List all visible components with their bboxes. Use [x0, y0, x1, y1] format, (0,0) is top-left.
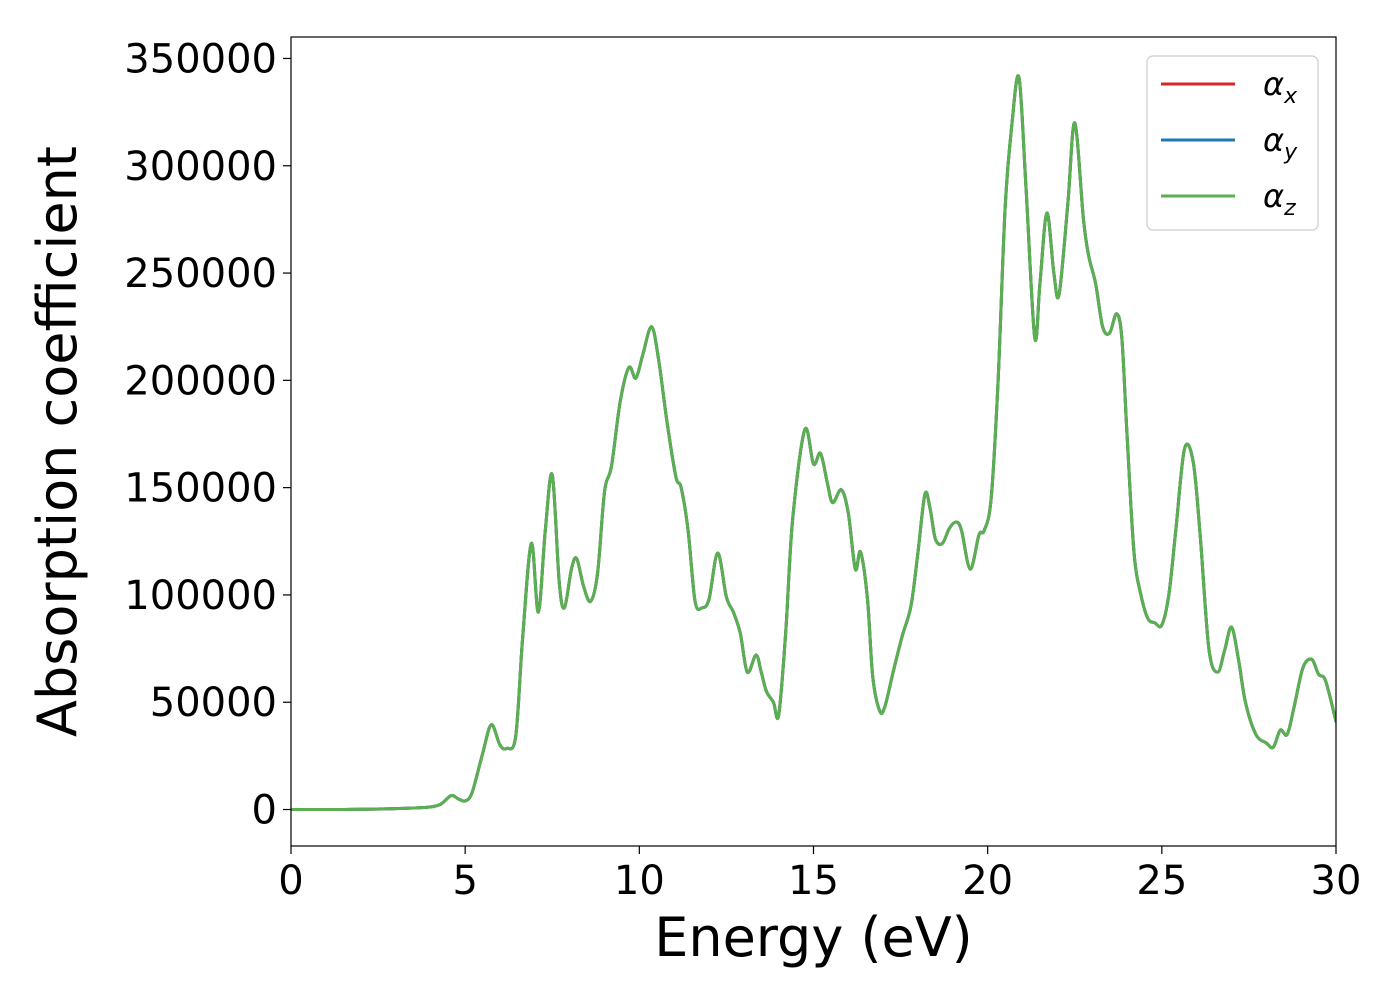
y-tick-label: 350000 [124, 36, 277, 82]
x-axis-label: Energy (eV) [654, 906, 973, 969]
x-tick-label: 15 [788, 858, 839, 904]
x-tick-label: 30 [1311, 858, 1362, 904]
y-axis-label: Absorption coefficient [26, 146, 89, 737]
legend-subscript: x [1283, 84, 1298, 109]
x-tick-label: 5 [452, 858, 477, 904]
series-layer [291, 74, 1336, 812]
x-tick-label: 25 [1136, 858, 1187, 904]
series-line-3 [291, 74, 1336, 812]
x-tick-label: 0 [278, 858, 303, 904]
x-axis-ticks: 0 5 10 15 20 25 30 [278, 846, 1361, 904]
legend-entry-label: αy [1263, 121, 1298, 165]
x-tick-label: 20 [962, 858, 1013, 904]
y-tick-label: 0 [252, 788, 277, 834]
y-tick-label: 250000 [124, 251, 277, 297]
y-tick-label: 150000 [124, 466, 277, 512]
legend-symbol: α [1263, 121, 1284, 159]
y-tick-label: 100000 [124, 573, 277, 619]
y-axis-ticks: 0 50000 100000 150000 200000 250000 300000 3500… [124, 36, 291, 834]
x-tick-label: 10 [614, 858, 665, 904]
legend-box [1146, 55, 1319, 231]
y-tick-label: 200000 [124, 358, 277, 404]
legend-entry-label: αz [1263, 177, 1296, 221]
legend-symbol: α [1263, 65, 1284, 103]
legend-subscript: z [1283, 196, 1296, 221]
y-tick-label: 50000 [150, 680, 277, 726]
legend-subscript: y [1283, 140, 1298, 165]
legend-symbol: α [1263, 177, 1284, 215]
y-tick-label: 300000 [124, 144, 277, 190]
legend-entry-label: αx [1263, 65, 1298, 109]
